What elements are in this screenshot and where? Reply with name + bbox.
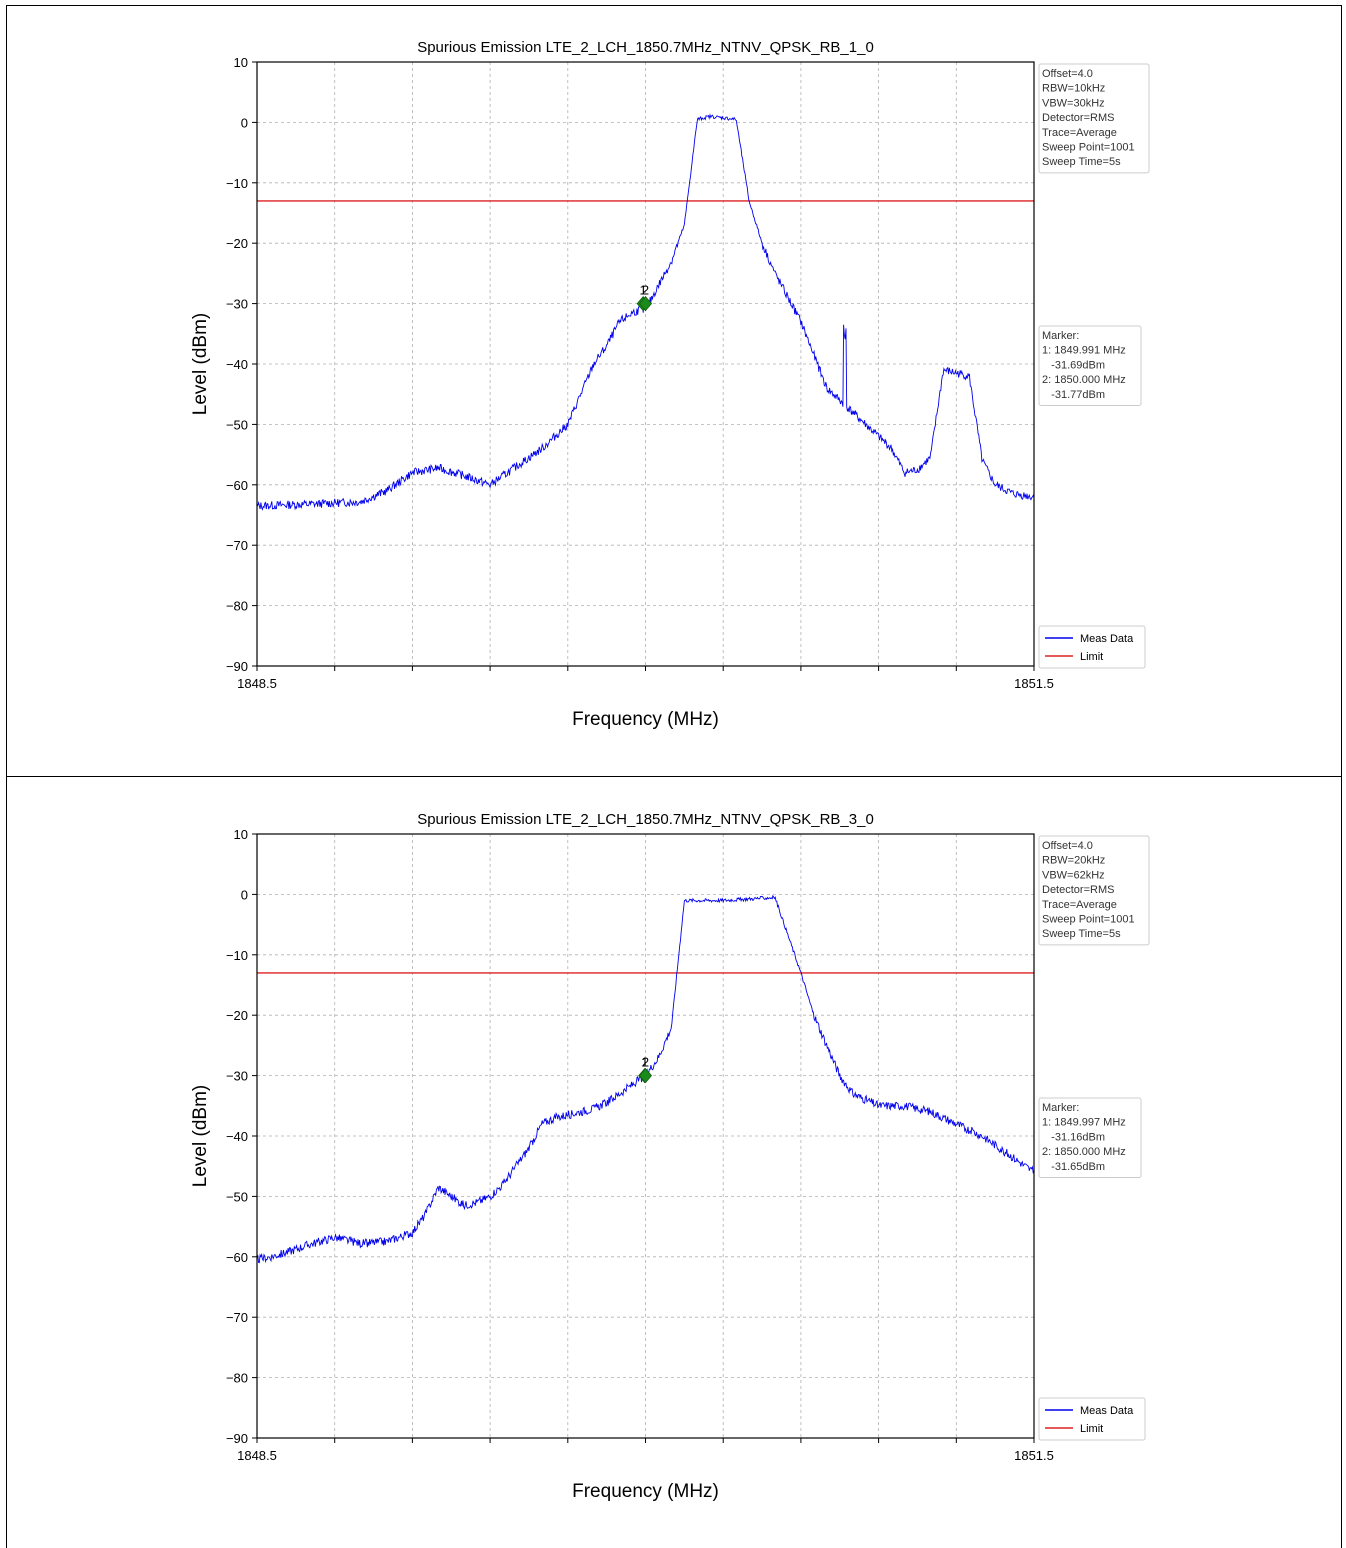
- x-tick-label: 1851.5: [1014, 1448, 1054, 1463]
- settings-line: Sweep Time=5s: [1042, 928, 1121, 940]
- y-tick-label: −80: [226, 599, 248, 614]
- y-tick-label: −10: [226, 948, 248, 963]
- y-tick-label: −90: [226, 659, 248, 674]
- y-tick-label: −50: [226, 417, 248, 432]
- y-tick-label: −20: [226, 236, 248, 251]
- marker-info-line: 1: 1849.997 MHz: [1042, 1117, 1126, 1129]
- spurious-emission-chart-rb1: 10 0 −10 −20 −30 −40 −50 −60 −70 −80 −90 1848.5 1851…: [190, 39, 1150, 730]
- y-tick-label: 0: [241, 887, 248, 902]
- y-tick-label: 10: [234, 55, 248, 70]
- y-tick-label: −10: [226, 176, 248, 191]
- legend-label-limit: Limit: [1080, 651, 1103, 663]
- spurious-emission-chart-rb3: 10 0 −10 −20 −30 −40 −50 −60 −70 −80 −90 1848.5 1851…: [190, 811, 1150, 1502]
- marker-info-line: -31.77dBm: [1042, 389, 1105, 401]
- y-tick-label: −30: [226, 1069, 248, 1084]
- y-tick-label: −80: [226, 1371, 248, 1386]
- marker-2-diamond: [638, 1067, 653, 1084]
- marker-info-line: -31.16dBm: [1042, 1131, 1105, 1143]
- settings-line: Detector=RMS: [1042, 884, 1114, 896]
- y-tick-label: −70: [226, 1310, 248, 1325]
- x-axis-label: Frequency (MHz): [572, 1481, 719, 1502]
- meas-data-trace: [256, 113, 1035, 511]
- y-tick-label: −30: [226, 297, 248, 312]
- y-axis-label: Level (dBm): [190, 313, 211, 415]
- marker-info-line: -31.69dBm: [1042, 359, 1105, 371]
- marker-info-box: [1038, 1097, 1142, 1178]
- y-tick-label: −60: [226, 1250, 248, 1265]
- legend-box: [1038, 625, 1146, 669]
- y-tick-label: −90: [226, 1431, 248, 1446]
- marker-info-line: 2: 1850.000 MHz: [1042, 1146, 1126, 1158]
- y-tick-label: −60: [226, 478, 248, 493]
- legend-label-limit: Limit: [1080, 1423, 1103, 1435]
- marker-info-box: [1038, 325, 1142, 406]
- y-tick-label: 0: [241, 115, 248, 130]
- x-tick-label: 1851.5: [1014, 676, 1054, 691]
- marker-2-label: 2: [642, 1055, 649, 1070]
- settings-line: Sweep Point=1001: [1042, 914, 1135, 926]
- marker-2-diamond: [638, 295, 653, 312]
- chart-divider: [6, 776, 1342, 777]
- x-axis-label: Frequency (MHz): [572, 709, 719, 730]
- settings-box: [1038, 63, 1150, 174]
- settings-box: [1038, 835, 1150, 946]
- settings-line: Trace=Average: [1042, 899, 1117, 911]
- y-tick-label: −40: [226, 357, 248, 372]
- settings-line: Detector=RMS: [1042, 112, 1114, 124]
- settings-line: Offset=4.0: [1042, 840, 1093, 852]
- y-axis-label: Level (dBm): [190, 1085, 211, 1187]
- y-tick-label: 10: [234, 827, 248, 842]
- legend-label-meas: Meas Data: [1080, 633, 1134, 645]
- settings-line: RBW=10kHz: [1042, 83, 1105, 95]
- marker-1-label: 1: [641, 1055, 648, 1070]
- settings-line: Offset=4.0: [1042, 68, 1093, 80]
- legend-label-meas: Meas Data: [1080, 1405, 1134, 1417]
- grid: [257, 62, 1034, 666]
- settings-line: RBW=20kHz: [1042, 855, 1105, 867]
- marker-info-line: Marker:: [1042, 1102, 1079, 1114]
- marker-info-line: 1: 1849.991 MHz: [1042, 345, 1126, 357]
- marker-1-label: 1: [640, 283, 647, 298]
- chart-title: Spurious Emission LTE_2_LCH_1850.7MHz_NT…: [417, 39, 874, 56]
- legend-box: [1038, 1397, 1146, 1441]
- settings-line: VBW=30kHz: [1042, 97, 1105, 109]
- y-tick-label: −70: [226, 538, 248, 553]
- settings-line: Trace=Average: [1042, 127, 1117, 139]
- y-tick-label: −50: [226, 1189, 248, 1204]
- x-tick-label: 1848.5: [237, 1448, 277, 1463]
- marker-2-label: 2: [642, 283, 649, 298]
- settings-line: Sweep Point=1001: [1042, 142, 1135, 154]
- x-tick-label: 1848.5: [237, 676, 277, 691]
- marker-info-line: Marker:: [1042, 330, 1079, 342]
- grid: [257, 834, 1034, 1438]
- chart-title: Spurious Emission LTE_2_LCH_1850.7MHz_NT…: [417, 811, 874, 828]
- y-tick-label: −40: [226, 1129, 248, 1144]
- marker-info-line: 2: 1850.000 MHz: [1042, 374, 1126, 386]
- settings-line: VBW=62kHz: [1042, 869, 1105, 881]
- y-tick-label: −20: [226, 1008, 248, 1023]
- marker-info-line: -31.65dBm: [1042, 1161, 1105, 1173]
- settings-line: Sweep Time=5s: [1042, 156, 1121, 168]
